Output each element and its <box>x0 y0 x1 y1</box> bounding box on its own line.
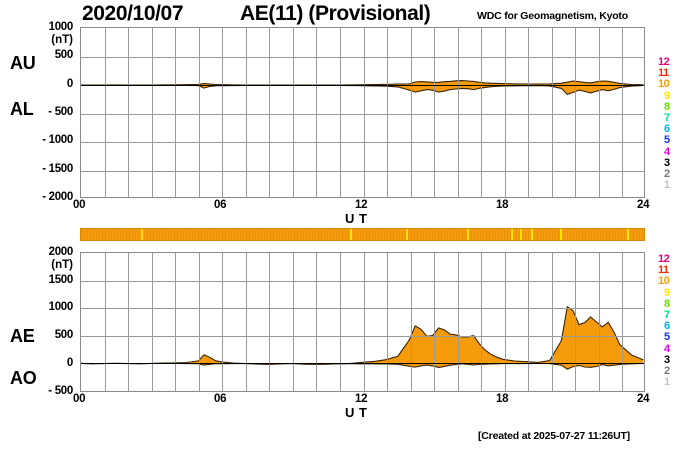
scale-item-3: 3 <box>664 353 670 366</box>
scale-item-1: 1 <box>664 376 670 389</box>
bottom-xtick-24: 24 <box>637 393 650 405</box>
top-xtick-00: 00 <box>73 199 86 211</box>
top-unit-label: (nT) <box>51 34 73 46</box>
bottom-xtick-12: 12 <box>355 393 368 405</box>
created-timestamp: [Created at 2025-07-27 11:26UT] <box>478 430 630 442</box>
attribution-text: WDC for Geomagnetism, Kyoto <box>477 10 628 22</box>
bottom-ytick-0: 0 <box>66 357 73 369</box>
top-ytick-500: 500 <box>54 49 74 61</box>
bottom-ytick-500: 500 <box>54 329 74 341</box>
availability-tick <box>627 229 630 240</box>
bottom-ytick-neg500: - 500 <box>48 385 73 397</box>
data-availability-bar <box>80 228 645 241</box>
scale-item-7: 7 <box>664 308 670 321</box>
ae-ao-trace <box>81 305 644 370</box>
scale-item-9: 9 <box>664 286 670 299</box>
bottom-ytick-2000: 2000 <box>48 246 74 258</box>
series-label-ao: AO <box>10 368 37 388</box>
series-label-al: AL <box>10 99 34 119</box>
page-title-index: AE(11) (Provisional) <box>240 2 431 25</box>
scale-item-10: 10 <box>658 275 670 288</box>
scale-item-2: 2 <box>664 364 670 377</box>
scale-item-8: 8 <box>664 297 670 310</box>
availability-tick <box>520 229 523 240</box>
bottom-ytick-1000: 1000 <box>48 301 74 313</box>
top-ytick-neg2000: - 2000 <box>42 191 73 203</box>
top-ytick-neg1000: - 1000 <box>42 134 73 146</box>
bottom-xaxis-label: U T <box>345 405 368 420</box>
availability-tick <box>559 229 562 240</box>
top-xtick-18: 18 <box>496 199 509 211</box>
series-label-ae: AE <box>10 326 35 346</box>
scale-item-10: 10 <box>658 78 670 91</box>
scale-item-4: 4 <box>664 342 670 355</box>
top-ytick-0: 0 <box>66 78 73 90</box>
scale-item-3: 3 <box>664 156 670 169</box>
availability-tick <box>510 229 513 240</box>
bottom-color-scale: 12 11 10 9 8 7 6 5 4 3 2 1 <box>658 253 680 389</box>
au-al-trace <box>81 80 644 96</box>
bottom-xtick-00: 00 <box>73 393 86 405</box>
scale-item-12: 12 <box>658 253 670 265</box>
scale-item-6: 6 <box>664 123 670 136</box>
top-ytick-neg1500: - 1500 <box>42 163 73 175</box>
top-xtick-06: 06 <box>214 199 227 211</box>
scale-item-11: 11 <box>658 264 669 277</box>
page-title-date: 2020/10/07 <box>82 2 184 25</box>
scale-item-8: 8 <box>664 100 670 113</box>
scale-item-9: 9 <box>664 89 670 102</box>
top-color-scale: 12 11 10 9 8 7 6 5 4 3 2 1 <box>658 56 680 192</box>
scale-item-7: 7 <box>664 111 670 124</box>
availability-tick <box>405 229 408 240</box>
scale-item-5: 5 <box>664 134 670 147</box>
scale-item-1: 1 <box>664 179 670 192</box>
availability-tick <box>350 229 353 240</box>
bottom-xtick-06: 06 <box>214 393 227 405</box>
scale-item-12: 12 <box>658 56 670 68</box>
availability-tick <box>466 229 469 240</box>
bottom-ytick-1500: 1500 <box>48 274 74 286</box>
scale-item-6: 6 <box>664 320 670 333</box>
top-ytick-neg500: - 500 <box>48 106 73 118</box>
scale-item-5: 5 <box>664 331 670 344</box>
availability-hatch <box>81 229 644 240</box>
top-xtick-24: 24 <box>637 199 650 211</box>
scale-item-4: 4 <box>664 145 670 158</box>
bottom-xtick-18: 18 <box>496 393 509 405</box>
ae-ao-plot-area <box>80 252 645 392</box>
series-label-au: AU <box>10 53 36 73</box>
scale-item-2: 2 <box>664 167 670 180</box>
scale-item-11: 11 <box>658 67 669 80</box>
availability-tick <box>140 229 143 240</box>
availability-tick <box>530 229 533 240</box>
top-ytick-1000: 1000 <box>48 21 74 33</box>
bottom-unit-label: (nT) <box>51 259 73 271</box>
top-xtick-12: 12 <box>355 199 368 211</box>
top-xaxis-label: U T <box>345 211 368 226</box>
au-al-plot-area <box>80 27 645 198</box>
